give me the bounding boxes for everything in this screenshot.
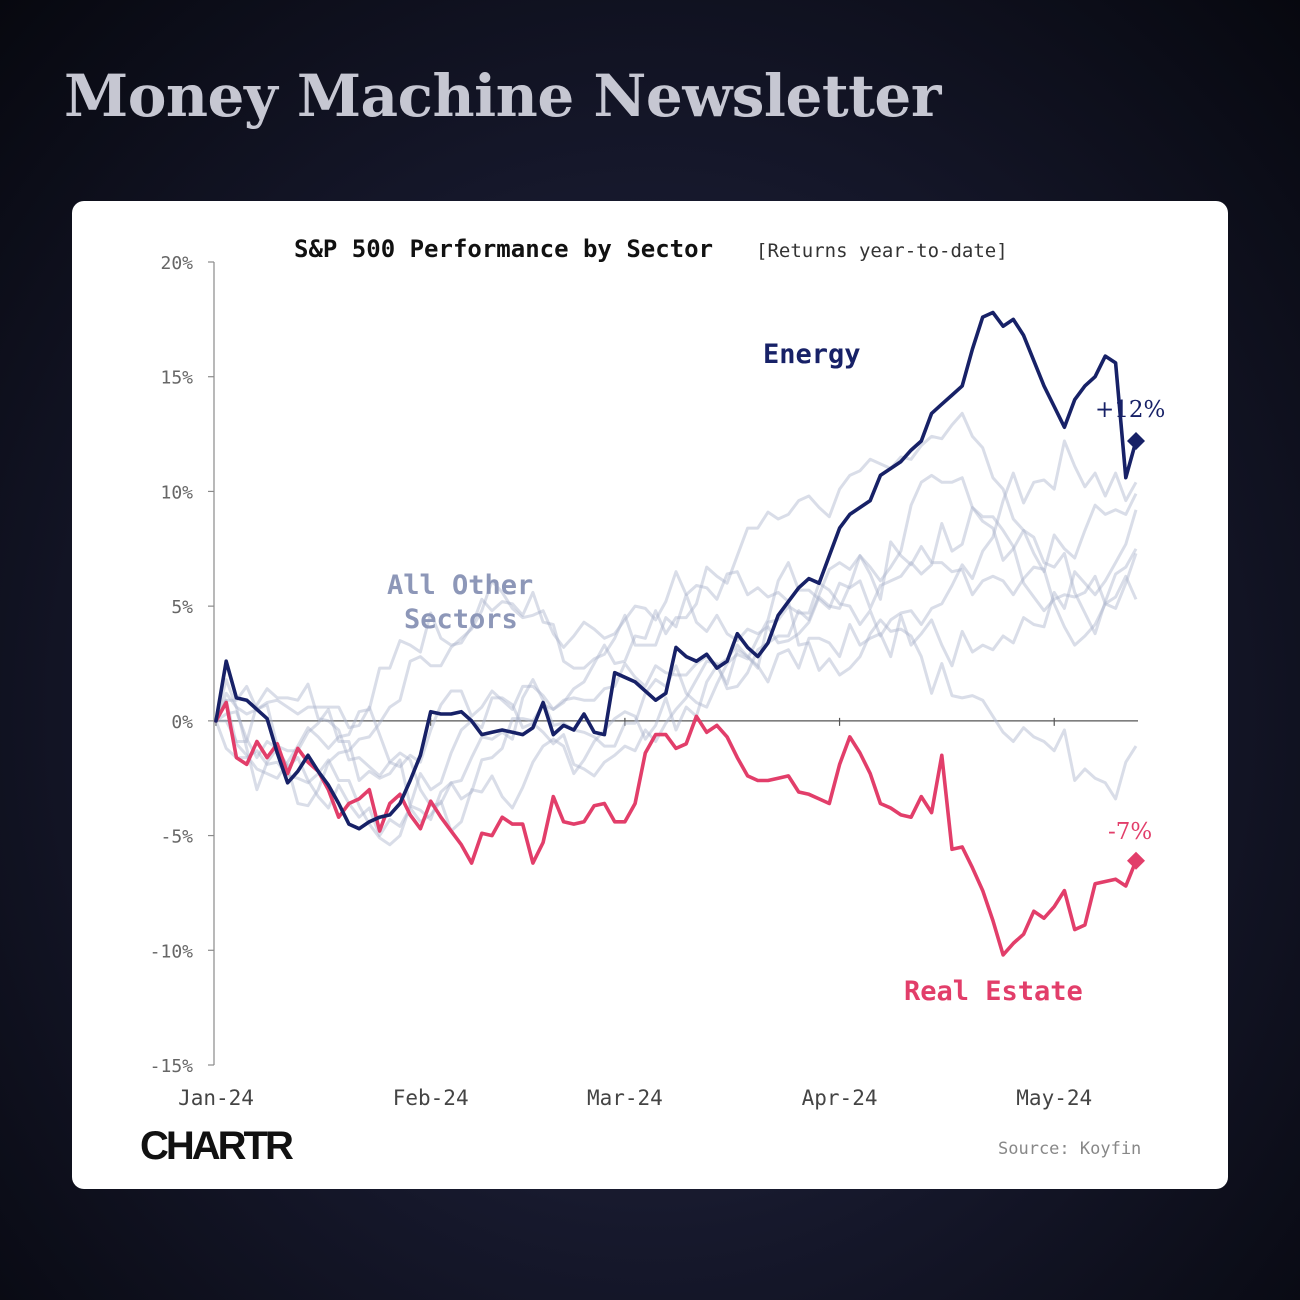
x-tick-label: Jan-24 [178,1086,254,1110]
end-marker-energy [1127,431,1145,450]
end-marker-real-estate [1127,851,1145,870]
y-tick-label: -10% [150,941,194,962]
series-line-real-estate [214,700,1138,957]
chart-svg: S&P 500 Performance by Sector [Returns y… [140,235,1165,1168]
other-sector-line [214,540,1138,780]
y-tick-label: 10% [160,482,193,503]
chart-title: S&P 500 Performance by Sector [294,235,713,263]
chart-subtitle: [Returns year-to-date] [756,240,1008,262]
axes: 20% 15% 10% 5% 0% -5% -10% -15% Jan-24 Feb-24 Mar-… [150,253,1138,1110]
source-label: Source: Koyfin [998,1139,1141,1159]
others-label-line2: Sectors [404,604,518,635]
other-sector-line [215,570,1138,808]
end-label-real-estate: -7% [1108,819,1152,845]
x-tick-label: May-24 [1016,1086,1092,1110]
x-tick-label: Mar-24 [587,1086,663,1110]
y-tick-label: -15% [150,1056,194,1077]
x-tick-label: Apr-24 [802,1086,878,1110]
other-sector-line [214,473,1138,847]
chart-card: S&P 500 Performance by Sector [Returns y… [72,201,1228,1189]
end-label-energy: +12% [1095,397,1165,423]
series-label-real-estate: Real Estate [904,976,1083,1007]
other-sector-line [214,509,1138,838]
y-tick-label: 20% [160,253,193,274]
chartr-logo: CHARTR [140,1124,294,1168]
y-tick-label: 0% [171,712,193,733]
y-tick-label: 5% [171,597,193,618]
other-sector-line [214,439,1138,821]
main-sector-lines [214,310,1145,957]
x-tick-label: Feb-24 [393,1086,469,1110]
others-label-line1: All Other [387,570,533,601]
series-label-energy: Energy [763,339,861,370]
other-sector-line [216,411,1138,778]
y-tick-label: -5% [160,827,193,848]
y-tick-label: 15% [160,368,193,389]
series-line-energy [214,310,1138,831]
other-sector-line [214,493,1138,808]
other-sector-lines [214,411,1138,847]
newsletter-title: Money Machine Newsletter [64,62,941,130]
